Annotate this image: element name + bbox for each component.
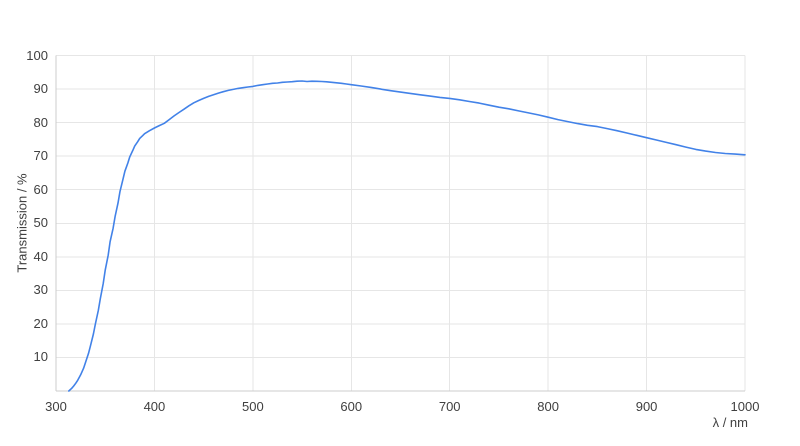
x-tick-label: 900	[635, 399, 658, 414]
x-tick-label: 700	[438, 399, 461, 414]
x-tick-label: 600	[340, 399, 363, 414]
x-tick-label: 1000	[730, 399, 760, 414]
x-tick-label: 300	[45, 399, 67, 414]
x-tick-label: 800	[537, 399, 559, 414]
y-tick-label: 100	[26, 47, 48, 63]
y-tick-label: 20	[33, 315, 48, 331]
x-tick-label: 400	[143, 399, 166, 414]
transmission-curve	[68, 80, 746, 392]
y-axis-title: Transmission / %	[14, 173, 30, 273]
x-axis-title: λ / nm	[712, 415, 748, 430]
y-tick-label: 10	[33, 349, 48, 365]
y-tick-label: 80	[33, 114, 48, 130]
y-tick-label: 30	[33, 282, 48, 298]
y-tick-label: 90	[33, 81, 48, 97]
y-tick-label: 70	[33, 148, 48, 164]
y-tick-label: 60	[33, 181, 48, 197]
y-tick-label: 50	[33, 215, 48, 231]
x-tick-label: 500	[241, 399, 264, 414]
y-tick-label: 40	[33, 248, 48, 264]
